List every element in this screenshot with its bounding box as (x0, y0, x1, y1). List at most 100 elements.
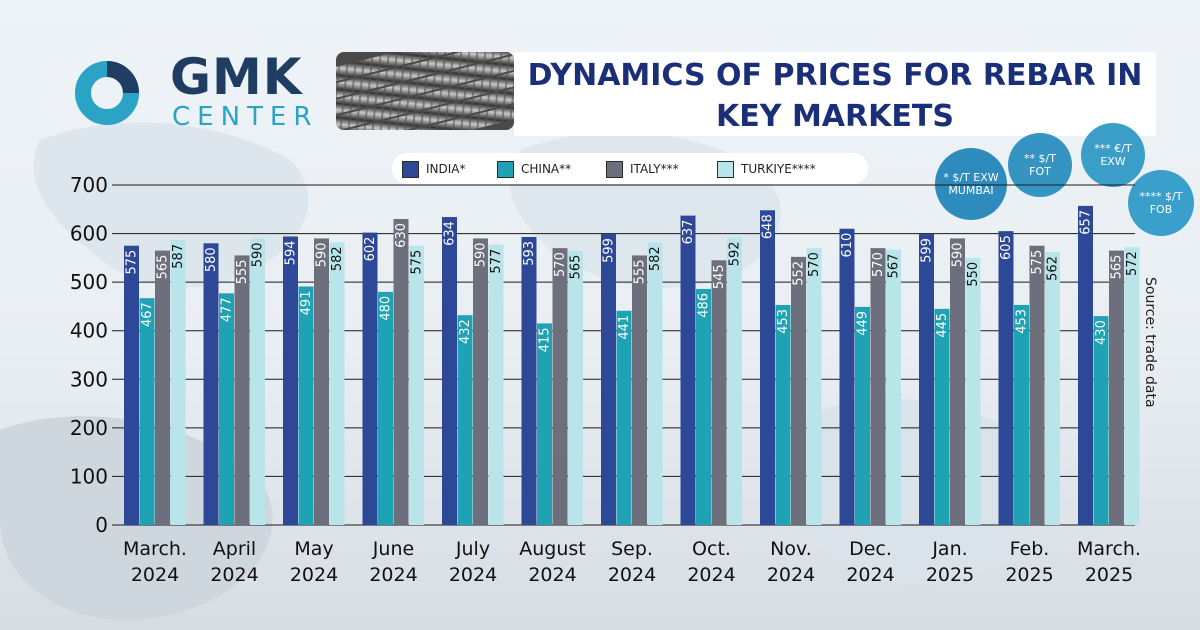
bar-value-label: 453 (1015, 309, 1030, 334)
badge-india-unit: * $/T EXW MUMBAI (935, 148, 1007, 220)
bar-value-label: 592 (728, 241, 743, 266)
badge-italy-unit: *** €/T EXW (1081, 123, 1145, 187)
chart-title: DYNAMICS OF PRICES FOR REBAR IN KEY MARK… (514, 52, 1156, 137)
bar-value-label: 491 (299, 291, 314, 316)
x-tick-label: 2025 (1005, 564, 1053, 586)
bar (393, 219, 409, 525)
bar (870, 248, 886, 525)
axis-layer: 0 100 200 300 400 500 600 700 March. 2024 April 202… (70, 173, 1141, 586)
bar (855, 306, 870, 525)
bar (155, 250, 170, 526)
bar (537, 323, 552, 525)
bar (362, 232, 378, 525)
x-tick-label: May (294, 538, 333, 560)
badge-india-line1: * $/T EXW (943, 171, 999, 184)
bar-value-label: 449 (856, 311, 871, 336)
bar (250, 238, 265, 525)
legend-item-turkiye: TURKIYE**** (717, 159, 816, 179)
bar-value-label: 575 (1030, 250, 1045, 275)
bar-value-label: 577 (489, 249, 504, 274)
x-tick-label: 2025 (1085, 564, 1133, 586)
bar (1109, 250, 1124, 526)
legend-label-india: INDIA* (426, 162, 466, 176)
bar-value-label: 575 (410, 250, 425, 275)
x-tick-label: 2024 (767, 564, 815, 586)
bar-value-label: 590 (315, 242, 330, 267)
logo-name: GMK (170, 48, 303, 106)
x-tick-label: 2024 (528, 564, 576, 586)
bar (1045, 252, 1060, 525)
legend-swatch-india (402, 160, 419, 178)
bar-layer (124, 205, 1140, 526)
legend: INDIA* CHINA** ITALY*** TURKIYE**** (392, 153, 868, 184)
bar-value-label: 610 (840, 233, 855, 258)
bar-value-label: 550 (966, 262, 981, 287)
badge-turkiye-line1: **** $/T (1139, 190, 1183, 203)
bar-value-label: 593 (522, 241, 537, 266)
legend-label-italy: ITALY*** (630, 162, 679, 176)
x-tick-label: Nov. (770, 538, 812, 560)
bar-value-label: 590 (251, 242, 266, 267)
y-tick-label: 100 (70, 464, 108, 488)
x-tick-label: Sep. (611, 538, 653, 560)
bar (647, 242, 663, 526)
bar-value-label: 565 (156, 255, 171, 280)
bar-value-label: 570 (871, 252, 886, 277)
y-tick-label: 500 (70, 270, 108, 294)
bar (727, 237, 742, 525)
logo-ring-icon (75, 61, 139, 125)
gmk-logo: GMK CENTER (72, 48, 322, 132)
x-tick-label: July (455, 538, 490, 560)
bar (170, 239, 186, 525)
bar-value-label: 430 (1094, 320, 1109, 345)
bar-value-label: 552 (792, 261, 807, 286)
y-tick-label: 300 (70, 367, 108, 391)
bar (998, 231, 1014, 525)
legend-swatch-turkiye (717, 160, 734, 178)
bar-value-label: 630 (394, 223, 409, 248)
x-tick-label: March. (1077, 538, 1141, 560)
bar (886, 249, 901, 525)
bar-value-label: 594 (284, 240, 299, 265)
y-tick-label: 200 (70, 416, 108, 440)
bar-value-label: 555 (235, 259, 250, 284)
bar (124, 245, 139, 525)
badge-china-line1: ** $/T (1024, 152, 1056, 165)
bar (711, 260, 727, 525)
bar-value-label: 580 (204, 247, 219, 272)
bar-value-label: 657 (1079, 210, 1094, 235)
bar (965, 257, 981, 525)
bar-value-label: 605 (999, 235, 1014, 260)
bar-value-label: 453 (776, 309, 791, 334)
bar (919, 234, 934, 526)
title-line-2: KEY MARKETS (716, 99, 954, 134)
x-tick-label: 2024 (290, 564, 338, 586)
x-tick-label: June (372, 538, 414, 560)
badge-turkiye-unit: **** $/T FOB (1128, 170, 1194, 236)
bar-value-label: 587 (171, 244, 186, 269)
bar-value-label: 575 (125, 250, 140, 275)
bar (234, 255, 250, 525)
bar-value-label: 582 (648, 246, 663, 271)
bar (601, 234, 616, 526)
legend-swatch-italy (606, 160, 623, 178)
badge-italy-line2: EXW (1100, 155, 1126, 168)
bar-value-label: 648 (761, 214, 776, 239)
bar (806, 248, 822, 525)
source-note: Source: trade data (1142, 277, 1158, 408)
bar-value-label: 562 (1046, 256, 1061, 281)
y-tick-label: 600 (70, 222, 108, 246)
y-tick-label: 400 (70, 319, 108, 343)
x-tick-label: March. (123, 538, 187, 560)
bar-value-label: 599 (920, 238, 935, 263)
x-tick-label: Dec. (849, 538, 892, 560)
bar (219, 293, 234, 525)
x-tick-label: 2024 (449, 564, 497, 586)
bar-value-label: 555 (633, 259, 648, 284)
bar-value-label: 570 (807, 252, 822, 277)
bar-value-label: 441 (617, 315, 632, 340)
x-tick-label: 2025 (926, 564, 974, 586)
bar (329, 242, 345, 526)
x-tick-label: 2024 (608, 564, 656, 586)
